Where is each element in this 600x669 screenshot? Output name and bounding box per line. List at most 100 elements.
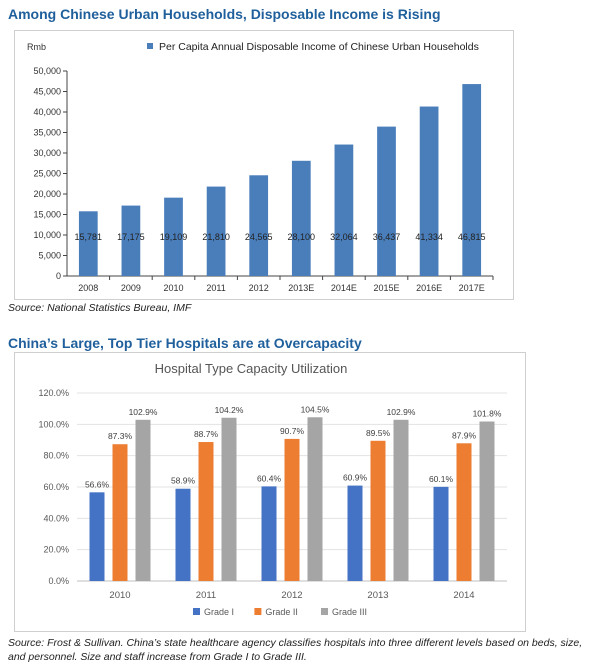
hospital-bar-chart: Hospital Type Capacity Utilization 0.0% 20… (38, 361, 507, 617)
capacity-bar (307, 417, 323, 581)
x-tick-label: 2010 (163, 283, 183, 293)
y-axis-unit-label: Rmb (27, 42, 46, 52)
capacity-bar (370, 440, 386, 581)
legend-swatch (254, 608, 262, 615)
x-tick-label: 2010 (109, 590, 130, 601)
y-tick-label: 25,000 (33, 169, 61, 179)
income-value-label: 46,815 (458, 232, 486, 242)
legend-swatch (193, 608, 200, 615)
y-tick-label: 35,000 (33, 128, 61, 138)
capacity-value-label: 88.7% (194, 429, 219, 439)
x-tick-label: 2011 (206, 283, 225, 293)
income-bar (377, 126, 396, 276)
income-section-title: Among Chinese Urban Households, Disposab… (8, 6, 441, 22)
capacity-bar (393, 419, 409, 581)
x-tick-label: 2009 (121, 283, 141, 293)
y-tick-label: 20.0% (43, 545, 69, 555)
y-tick-label: 45,000 (33, 87, 61, 97)
income-bar (164, 197, 183, 276)
income-value-label: 19,109 (160, 232, 188, 242)
capacity-bar (433, 486, 449, 581)
capacity-value-label: 60.1% (429, 474, 454, 484)
income-bar (121, 205, 141, 276)
capacity-bar (175, 488, 191, 581)
y-tick-label: 100.0% (38, 419, 69, 429)
y-tick-label: 40,000 (33, 107, 61, 117)
income-bar (419, 106, 439, 276)
capacity-bar (198, 442, 214, 581)
legend-label: Grade I (204, 607, 234, 617)
x-tick-label: 2008 (78, 283, 98, 293)
income-value-label: 24,565 (245, 232, 273, 242)
income-chart-frame: Per Capita Annual Disposable Income of C… (14, 30, 514, 300)
y-tick-label: 15,000 (33, 210, 61, 220)
income-bar (462, 84, 482, 276)
income-value-label: 32,064 (330, 232, 358, 242)
x-tick-label: 2013 (367, 590, 388, 601)
capacity-value-label: 89.5% (366, 428, 391, 438)
y-tick-label: 40.0% (43, 513, 69, 523)
legend-label: Per Capita Annual Disposable Income of C… (159, 41, 479, 53)
income-value-label: 28,100 (288, 232, 316, 242)
chart-title: Hospital Type Capacity Utilization (155, 361, 348, 376)
capacity-bar (261, 486, 277, 581)
capacity-value-label: 102.9% (129, 407, 158, 417)
hospital-source-note: Source: Frost & Sullivan. China’s state … (8, 637, 583, 663)
y-tick-label: 10,000 (33, 230, 61, 240)
income-value-label: 17,175 (117, 232, 145, 242)
x-tick-label: 2014E (331, 283, 357, 293)
capacity-value-label: 60.9% (343, 473, 368, 483)
capacity-bar (89, 492, 105, 581)
legend-label: Grade II (265, 607, 298, 617)
legend-swatch (321, 608, 328, 615)
income-bar-chart: Per Capita Annual Disposable Income of C… (27, 41, 494, 293)
y-tick-label: 0 (56, 271, 61, 281)
capacity-value-label: 58.9% (171, 476, 196, 486)
x-tick-label: 2012 (249, 283, 269, 293)
x-tick-label: 2014 (453, 590, 474, 601)
income-source-note: Source: National Statistics Bureau, IMF (8, 302, 192, 314)
hospital-section-title: China’s Large, Top Tier Hospitals are at… (8, 335, 362, 351)
income-value-label: 15,781 (75, 232, 103, 242)
capacity-value-label: 101.8% (473, 409, 502, 419)
capacity-bar (456, 443, 472, 581)
capacity-bar (284, 438, 300, 581)
capacity-bar (347, 485, 363, 581)
x-tick-label: 2017E (459, 283, 485, 293)
x-tick-label: 2016E (416, 283, 442, 293)
y-tick-label: 80.0% (43, 451, 69, 461)
y-tick-label: 5,000 (38, 251, 61, 261)
legend-swatch (147, 43, 153, 49)
x-tick-label: 2013E (288, 283, 314, 293)
capacity-value-label: 60.4% (257, 473, 282, 483)
income-bar (78, 211, 98, 276)
income-value-label: 21,810 (202, 232, 230, 242)
capacity-value-label: 56.6% (85, 479, 110, 489)
y-tick-label: 120.0% (38, 388, 69, 398)
legend-label: Grade III (332, 607, 367, 617)
capacity-bar (221, 417, 237, 581)
capacity-value-label: 87.3% (108, 431, 133, 441)
income-value-label: 36,437 (373, 232, 401, 242)
hospital-chart-frame: Hospital Type Capacity Utilization 0.0% 20… (14, 352, 526, 632)
x-tick-label: 2012 (281, 590, 302, 601)
y-tick-label: 60.0% (43, 482, 69, 492)
income-bar (206, 186, 226, 276)
y-tick-label: 50,000 (33, 66, 61, 76)
x-tick-label: 2015E (373, 283, 399, 293)
income-bar (249, 175, 269, 276)
capacity-bar (112, 444, 128, 581)
income-bar (291, 160, 311, 276)
y-tick-label: 30,000 (33, 148, 61, 158)
capacity-bar (479, 421, 495, 581)
capacity-value-label: 102.9% (387, 407, 416, 417)
capacity-value-label: 87.9% (452, 430, 477, 440)
y-tick-label: 20,000 (33, 189, 61, 199)
y-tick-label: 0.0% (48, 576, 69, 586)
income-value-label: 41,334 (415, 232, 443, 242)
capacity-bar (135, 419, 151, 581)
income-bar (334, 144, 354, 276)
capacity-value-label: 104.2% (215, 405, 244, 415)
capacity-value-label: 104.5% (301, 404, 330, 414)
capacity-value-label: 90.7% (280, 426, 305, 436)
